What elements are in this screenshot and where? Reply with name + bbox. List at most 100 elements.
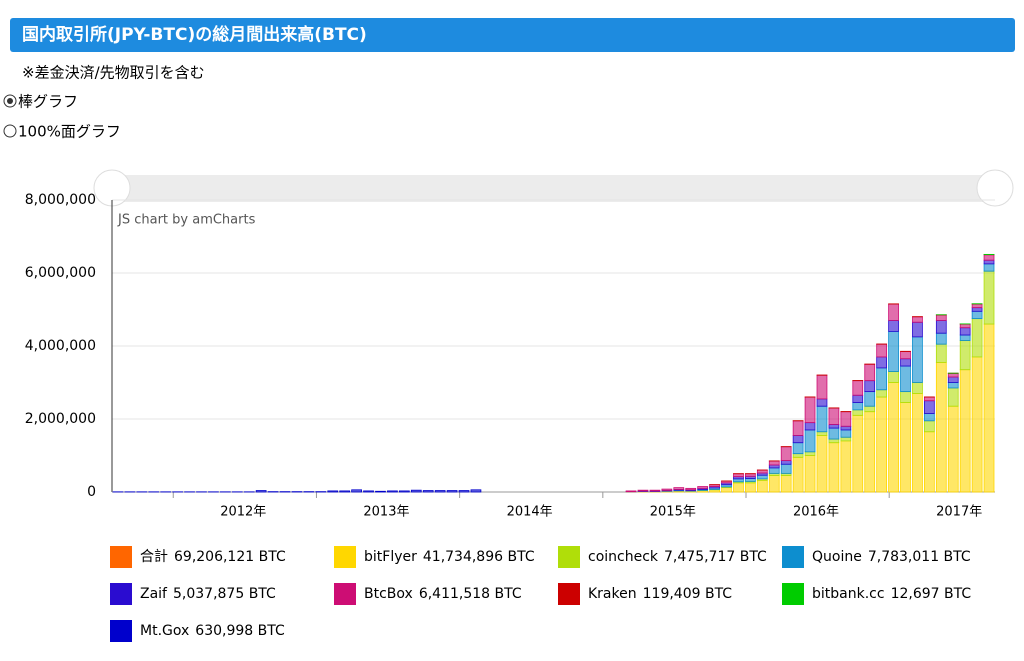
bar-segment bbox=[399, 491, 409, 492]
bar-segment bbox=[757, 475, 767, 479]
bar-segment bbox=[912, 322, 922, 337]
bar-segment bbox=[877, 397, 887, 492]
bar-segment bbox=[912, 393, 922, 492]
x-tick-label: 2015年 bbox=[650, 505, 696, 520]
bar-segment bbox=[984, 264, 994, 271]
bar-segment bbox=[936, 315, 946, 320]
bar-segment bbox=[745, 483, 755, 492]
y-tick-label: 2,000,000 bbox=[25, 411, 96, 427]
legend-name: Mt.Gox bbox=[140, 623, 189, 639]
bar-segment bbox=[972, 308, 982, 312]
radio-dot bbox=[7, 98, 13, 104]
bar-segment bbox=[662, 489, 672, 490]
bar-segment bbox=[793, 457, 803, 492]
bar-segment bbox=[841, 430, 851, 437]
legend-total: 119,409 BTC bbox=[643, 586, 733, 602]
bar-segment bbox=[841, 426, 851, 430]
bar-segment bbox=[805, 430, 815, 452]
legend-name: Kraken bbox=[588, 586, 637, 602]
bar-segment bbox=[877, 390, 887, 397]
bar-segment bbox=[912, 337, 922, 383]
legend-swatch bbox=[334, 583, 356, 605]
bar-segment bbox=[447, 491, 457, 492]
bar-segment bbox=[889, 331, 899, 371]
x-tick-label: 2017年 bbox=[936, 505, 982, 520]
bar-segment bbox=[984, 255, 994, 260]
radio[interactable] bbox=[4, 125, 16, 137]
bar-segment bbox=[817, 375, 827, 399]
legend-swatch bbox=[782, 583, 804, 605]
bar-segment bbox=[865, 381, 875, 392]
bar-segment bbox=[877, 368, 887, 390]
bar-segment bbox=[638, 490, 648, 491]
bar-segment bbox=[817, 435, 827, 492]
bar-segment bbox=[924, 432, 934, 492]
bar-segment bbox=[686, 488, 696, 489]
bar-segment bbox=[817, 399, 827, 406]
bar-segment bbox=[948, 377, 958, 382]
legend-total: 5,037,875 BTC bbox=[173, 586, 276, 602]
bar-segment bbox=[376, 491, 386, 492]
bar-segment bbox=[901, 366, 911, 392]
bar-segment bbox=[948, 373, 958, 377]
y-tick-label: 4,000,000 bbox=[25, 338, 96, 354]
legend-label: bitFlyer 41,734,896 BTC bbox=[364, 549, 535, 565]
legend-swatch bbox=[110, 620, 132, 642]
bar-segment bbox=[364, 491, 374, 492]
bar-segment bbox=[459, 491, 469, 492]
bar-segment bbox=[972, 304, 982, 308]
bar-segment bbox=[889, 304, 899, 320]
legend-name: BtcBox bbox=[364, 586, 413, 602]
legend-swatch bbox=[110, 546, 132, 568]
x-tick-label: 2016年 bbox=[793, 505, 839, 520]
bar-segment bbox=[626, 491, 636, 492]
radio-label[interactable]: 棒グラフ bbox=[18, 93, 78, 111]
bar-segment bbox=[960, 370, 970, 492]
bar-segment bbox=[901, 403, 911, 492]
legend-total: 12,697 BTC bbox=[891, 586, 972, 602]
bar-segment bbox=[972, 357, 982, 492]
bar-segment bbox=[757, 470, 767, 473]
bar-segment bbox=[960, 341, 970, 370]
bar-segment bbox=[423, 491, 433, 492]
note: ※差金決済/先物取引を含む bbox=[22, 64, 205, 82]
bar-segment bbox=[435, 491, 445, 492]
bar-segment bbox=[674, 488, 684, 490]
bar-segment bbox=[877, 357, 887, 368]
bar-segment bbox=[853, 381, 863, 396]
radio-label[interactable]: 100%面グラフ bbox=[18, 123, 121, 141]
bar-segment bbox=[889, 383, 899, 493]
y-tick-label: 8,000,000 bbox=[25, 192, 96, 208]
bar-segment bbox=[769, 465, 779, 468]
bar-segment bbox=[757, 480, 767, 492]
bar-segment bbox=[769, 468, 779, 473]
legend-name: coincheck bbox=[588, 549, 659, 565]
bar-segment bbox=[865, 364, 875, 380]
bar-segment bbox=[829, 408, 839, 424]
bar-segment bbox=[829, 424, 839, 428]
bar-segment bbox=[829, 443, 839, 492]
x-tick-label: 2012年 bbox=[220, 505, 266, 520]
scroll-handle[interactable] bbox=[977, 170, 1013, 206]
bar-segment bbox=[733, 479, 743, 482]
x-tick-label: 2013年 bbox=[363, 505, 409, 520]
bar-segment bbox=[769, 476, 779, 492]
bar-segment bbox=[853, 410, 863, 415]
scrollbar[interactable] bbox=[112, 175, 995, 202]
legend-name: bitbank.cc bbox=[812, 586, 885, 602]
bar-segment bbox=[829, 428, 839, 439]
bar-segment bbox=[960, 324, 970, 328]
legend-name: bitFlyer bbox=[364, 549, 417, 565]
bar-segment bbox=[984, 260, 994, 264]
legend-total: 41,734,896 BTC bbox=[423, 549, 535, 565]
legend-name: Quoine bbox=[812, 549, 862, 565]
legend-swatch bbox=[558, 546, 580, 568]
legend-swatch bbox=[334, 546, 356, 568]
legend-swatch bbox=[110, 583, 132, 605]
bar-segment bbox=[722, 488, 732, 492]
bar-segment bbox=[805, 456, 815, 493]
